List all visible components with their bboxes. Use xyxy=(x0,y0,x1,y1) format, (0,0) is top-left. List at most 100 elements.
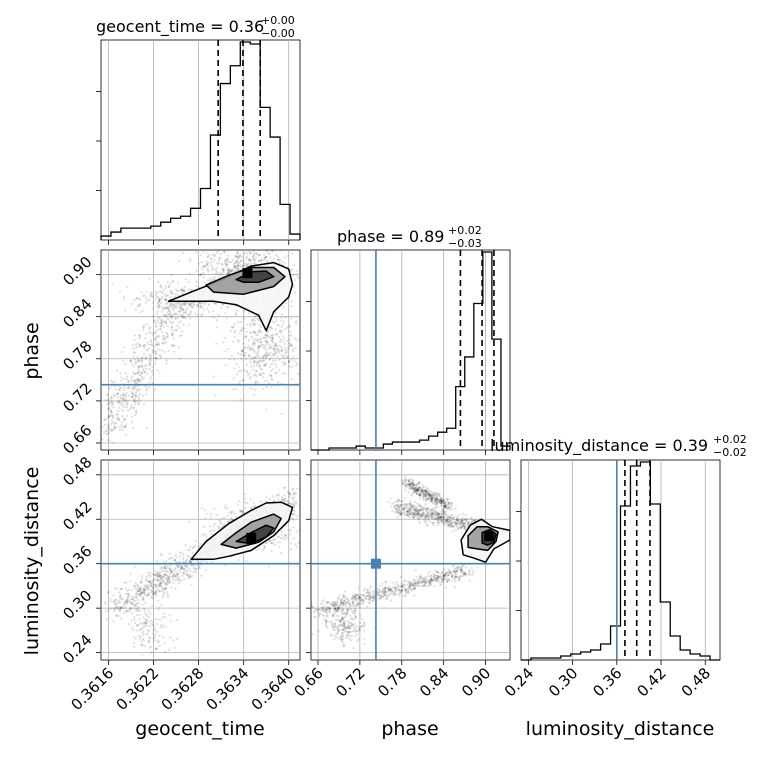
sample-point xyxy=(332,600,336,604)
sample-point xyxy=(397,589,400,592)
sample-point xyxy=(168,320,172,324)
sample-point xyxy=(385,597,388,600)
sample-point xyxy=(153,640,156,643)
sample-point xyxy=(164,651,167,654)
sample-point xyxy=(175,564,179,567)
sample-point xyxy=(339,603,342,606)
sample-point xyxy=(433,577,436,580)
sample-point xyxy=(254,261,257,264)
sample-point xyxy=(165,314,168,318)
title-luminosity-distance-sup: +0.02 xyxy=(713,433,747,446)
sample-point xyxy=(414,513,417,517)
sample-point xyxy=(337,596,340,600)
sample-point xyxy=(279,345,282,348)
sample-point xyxy=(458,520,461,523)
sample-point xyxy=(149,571,152,574)
sample-point xyxy=(144,332,148,335)
sample-point xyxy=(284,497,287,501)
sample-point xyxy=(164,582,167,585)
sample-point xyxy=(431,513,434,516)
sample-point xyxy=(114,598,117,601)
sample-point xyxy=(256,333,259,336)
sample-point xyxy=(432,576,435,579)
sample-point xyxy=(283,533,287,536)
sample-point xyxy=(150,622,153,625)
sample-point xyxy=(272,347,276,350)
sample-point xyxy=(408,516,411,519)
sample-point xyxy=(124,434,128,437)
sample-point xyxy=(461,575,464,578)
sample-point xyxy=(171,280,174,283)
sample-point xyxy=(286,490,289,493)
y-tick-label-phase: 0.84 xyxy=(59,295,95,331)
sample-point xyxy=(177,260,181,263)
sample-point xyxy=(175,573,179,576)
sample-point xyxy=(350,597,354,600)
sample-point xyxy=(393,587,396,591)
sample-point xyxy=(351,600,355,603)
sample-point xyxy=(145,624,148,627)
sample-point xyxy=(429,580,432,583)
sample-point xyxy=(132,365,136,368)
sample-point xyxy=(414,569,417,572)
sample-point xyxy=(293,264,296,267)
sample-point xyxy=(175,637,178,641)
sample-point xyxy=(428,512,431,515)
sample-point xyxy=(460,525,464,528)
sample-point xyxy=(242,342,245,346)
y-tick-label-luminosity-distance: 0.24 xyxy=(59,631,95,667)
sample-point xyxy=(441,511,445,514)
sample-point xyxy=(219,253,222,256)
sample-point xyxy=(421,578,424,581)
sample-point xyxy=(130,302,134,306)
sample-point xyxy=(358,595,361,598)
sample-point xyxy=(405,506,409,510)
sample-point xyxy=(158,575,161,578)
sample-point xyxy=(447,518,450,521)
sample-point xyxy=(203,525,206,528)
sample-point xyxy=(120,588,123,591)
sample-point xyxy=(184,302,187,306)
sample-point xyxy=(423,577,426,580)
sample-point xyxy=(239,253,242,256)
sample-point xyxy=(457,565,460,568)
sample-point xyxy=(127,380,130,383)
sample-point xyxy=(138,629,141,632)
sample-point xyxy=(439,515,442,519)
sample-point xyxy=(148,356,152,359)
sample-point xyxy=(253,381,257,385)
sample-point xyxy=(419,577,422,580)
sample-point xyxy=(342,599,346,602)
sample-point xyxy=(123,406,126,409)
sample-point xyxy=(348,605,351,608)
sample-point xyxy=(225,265,228,268)
sample-point xyxy=(410,584,413,587)
sample-point xyxy=(302,268,304,270)
sample-point xyxy=(168,581,171,585)
sample-point xyxy=(210,561,213,564)
sample-point xyxy=(172,581,175,585)
sample-point xyxy=(215,251,218,254)
sample-point xyxy=(138,393,141,396)
sample-point xyxy=(411,505,414,508)
sample-point xyxy=(325,601,328,605)
sample-point xyxy=(406,511,409,514)
sample-point xyxy=(436,514,439,517)
sample-point xyxy=(253,331,256,334)
sample-point xyxy=(428,520,431,523)
sample-point xyxy=(324,610,327,614)
sample-point xyxy=(400,500,403,503)
sample-point xyxy=(230,510,233,513)
sample-point xyxy=(451,574,454,577)
sample-point xyxy=(462,518,465,522)
sample-point xyxy=(147,639,150,642)
sample-point xyxy=(409,512,412,515)
sample-point xyxy=(433,509,436,512)
sample-point xyxy=(237,264,240,267)
sample-point xyxy=(265,341,269,344)
sample-point xyxy=(135,297,139,300)
sample-point xyxy=(413,500,416,504)
sample-point xyxy=(412,512,415,515)
sample-point xyxy=(243,310,246,313)
sample-point xyxy=(437,580,441,583)
